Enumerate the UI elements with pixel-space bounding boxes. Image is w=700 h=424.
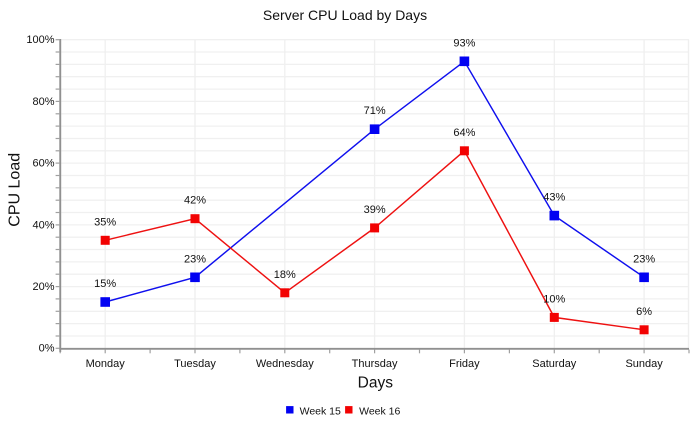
svg-text:71%: 71% [364, 105, 386, 117]
svg-text:23%: 23% [633, 253, 655, 265]
svg-text:Days: Days [358, 374, 394, 391]
svg-text:20%: 20% [32, 281, 54, 293]
svg-text:Saturday: Saturday [532, 358, 577, 370]
svg-text:100%: 100% [26, 34, 54, 46]
svg-text:CPU Load: CPU Load [7, 153, 24, 227]
svg-text:40%: 40% [32, 219, 54, 231]
svg-text:10%: 10% [543, 293, 565, 305]
svg-text:Monday: Monday [86, 358, 126, 370]
svg-text:35%: 35% [94, 216, 116, 228]
svg-text:60%: 60% [32, 158, 54, 170]
svg-text:Thursday: Thursday [352, 358, 398, 370]
svg-text:39%: 39% [364, 204, 386, 216]
svg-text:43%: 43% [543, 192, 565, 204]
svg-text:0%: 0% [39, 343, 55, 355]
svg-text:6%: 6% [636, 306, 652, 318]
svg-text:Wednesday: Wednesday [256, 358, 314, 370]
svg-text:93%: 93% [453, 37, 475, 49]
svg-text:23%: 23% [184, 253, 206, 265]
svg-text:Week 16: Week 16 [359, 405, 400, 417]
svg-text:Server CPU Load by Days: Server CPU Load by Days [263, 7, 427, 23]
svg-text:Friday: Friday [449, 358, 480, 370]
svg-text:80%: 80% [32, 96, 54, 108]
svg-text:18%: 18% [274, 269, 296, 281]
svg-text:Sunday: Sunday [625, 358, 663, 370]
svg-text:64%: 64% [453, 127, 475, 139]
svg-text:42%: 42% [184, 195, 206, 207]
svg-text:15%: 15% [94, 278, 116, 290]
svg-text:Week 15: Week 15 [300, 405, 341, 417]
svg-text:Tuesday: Tuesday [174, 358, 216, 370]
